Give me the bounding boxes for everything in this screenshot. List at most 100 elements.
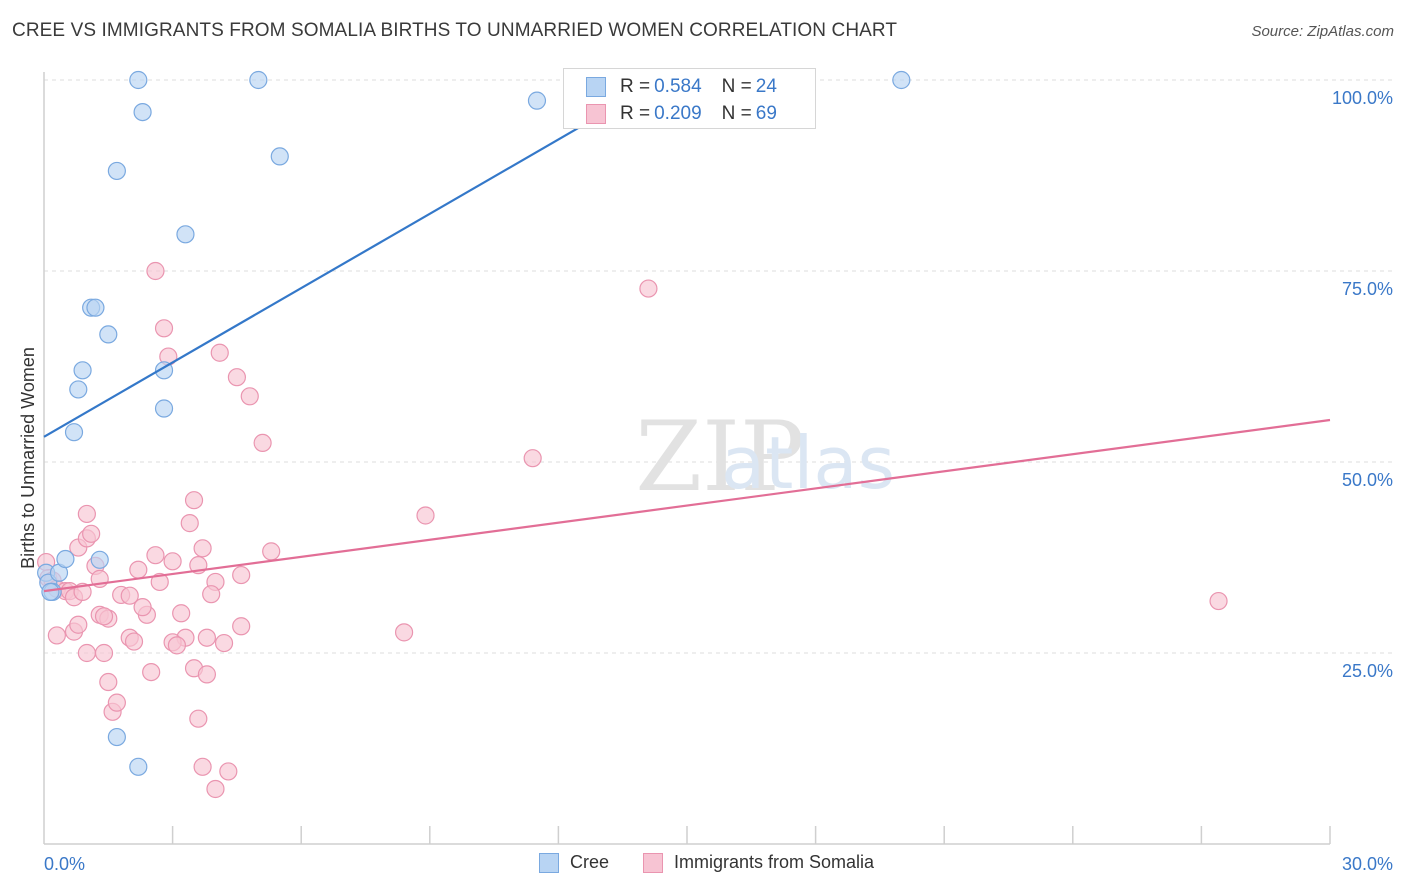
somalia-point[interactable] <box>416 506 435 525</box>
somalia-point[interactable] <box>133 598 152 617</box>
somalia-point[interactable] <box>232 565 251 585</box>
y-tick-label: 50.0% <box>1342 470 1393 490</box>
cree-point[interactable] <box>527 91 547 110</box>
legend-r-label-cree: R = <box>620 76 651 97</box>
series-label-somalia: Immigrants from Somalia <box>674 852 875 872</box>
y-tick-label: 100.0% <box>1332 88 1393 108</box>
cree-series <box>37 70 911 776</box>
somalia-point[interactable] <box>227 368 246 387</box>
somalia-point[interactable] <box>120 586 139 605</box>
somalia-point[interactable] <box>94 643 114 663</box>
legend-swatch-cree <box>586 77 606 97</box>
somalia-point[interactable] <box>193 757 212 776</box>
y-axis-title: Births to Unmarried Women <box>18 347 38 569</box>
cree-point[interactable] <box>64 423 84 442</box>
series-legend-somalia[interactable]: Immigrants from Somalia <box>643 852 874 873</box>
cree-point[interactable] <box>270 147 289 166</box>
source-label: Source: ZipAtlas.com <box>1251 23 1394 40</box>
x-tick-label-max: 30.0% <box>1342 854 1393 874</box>
somalia-point[interactable] <box>232 617 251 636</box>
somalia-point[interactable] <box>262 542 281 561</box>
y-tick-label: 25.0% <box>1342 661 1393 681</box>
somalia-point[interactable] <box>124 632 144 651</box>
somalia-point[interactable] <box>146 261 165 281</box>
y-tick-labels: 25.0% 50.0% 75.0% 100.0% <box>1332 88 1393 681</box>
legend-row-cree: R = 0.584 N = 24 <box>586 75 777 99</box>
somalia-point[interactable] <box>214 633 234 653</box>
series-swatch-cree <box>539 852 559 873</box>
legend-n-value-cree: 24 <box>755 76 777 97</box>
series-legend: Cree Immigrants from Somalia <box>0 852 1406 876</box>
cree-point[interactable] <box>176 225 195 244</box>
series-swatch-somalia <box>643 852 663 873</box>
somalia-point[interactable] <box>394 623 414 642</box>
somalia-point[interactable] <box>154 319 174 338</box>
legend-swatch-somalia <box>586 104 606 124</box>
series-legend-cree[interactable]: Cree <box>539 852 609 873</box>
somalia-point[interactable] <box>210 343 229 362</box>
cree-point[interactable] <box>107 161 126 181</box>
cree-point[interactable] <box>90 550 109 569</box>
cree-point[interactable] <box>86 298 105 317</box>
somalia-point[interactable] <box>107 693 126 712</box>
x-ticks <box>171 826 1331 844</box>
cree-point[interactable] <box>69 380 88 399</box>
somalia-point[interactable] <box>197 628 216 647</box>
chart-title: CREE VS IMMIGRANTS FROM SOMALIA BIRTHS T… <box>12 20 898 41</box>
somalia-point[interactable] <box>206 779 225 799</box>
somalia-point[interactable] <box>167 636 186 655</box>
somalia-point[interactable] <box>82 524 101 543</box>
somalia-point[interactable] <box>142 662 161 682</box>
somalia-point[interactable] <box>180 514 199 533</box>
cree-point[interactable] <box>41 582 60 601</box>
legend-row-somalia: R = 0.209 N = 69 <box>586 102 777 126</box>
somalia-point[interactable] <box>253 433 272 452</box>
somalia-point[interactable] <box>189 709 208 728</box>
somalia-point[interactable] <box>94 607 114 626</box>
legend-r-value-cree: 0.584 <box>654 76 702 97</box>
cree-point[interactable] <box>133 102 152 122</box>
somalia-point[interactable] <box>129 560 148 579</box>
somalia-point[interactable] <box>77 504 96 524</box>
cree-point[interactable] <box>107 727 126 747</box>
somalia-point[interactable] <box>219 762 238 781</box>
somalia-point[interactable] <box>47 626 66 645</box>
somalia-point[interactable] <box>146 546 165 565</box>
somalia-point[interactable] <box>150 572 169 592</box>
cree-point[interactable] <box>99 325 118 344</box>
somalia-point[interactable] <box>1209 591 1228 611</box>
watermark-atlas: atlas <box>721 421 895 505</box>
cree-point[interactable] <box>154 399 174 418</box>
somalia-point[interactable] <box>240 387 259 406</box>
cree-point[interactable] <box>249 70 268 90</box>
somalia-point[interactable] <box>193 539 212 558</box>
somalia-point[interactable] <box>523 449 542 468</box>
somalia-point[interactable] <box>172 604 191 623</box>
somalia-point[interactable] <box>197 665 216 684</box>
somalia-point[interactable] <box>163 552 182 571</box>
x-tick-label-min: 0.0% <box>44 854 85 874</box>
cree-point[interactable] <box>129 757 148 776</box>
legend-r-label-somalia: R = <box>620 103 651 124</box>
cree-point[interactable] <box>56 549 75 569</box>
somalia-point[interactable] <box>69 615 88 634</box>
gridlines <box>44 79 1392 654</box>
cree-point[interactable] <box>129 70 148 90</box>
cree-point[interactable] <box>73 361 92 380</box>
somalia-point[interactable] <box>202 585 221 604</box>
somalia-point[interactable] <box>184 491 204 510</box>
legend-n-value-somalia: 69 <box>755 103 777 124</box>
trend-lines <box>43 79 1331 593</box>
cree-trend-line <box>43 79 662 438</box>
somalia-trend-line <box>43 418 1331 593</box>
somalia-point[interactable] <box>77 643 96 663</box>
y-tick-label: 75.0% <box>1342 279 1393 299</box>
correlation-legend: R = 0.584 N = 24 R = 0.209 N = 69 <box>563 68 816 129</box>
legend-n-label-cree: N = <box>721 76 752 97</box>
legend-n-label-somalia: N = <box>721 103 752 124</box>
series-label-cree: Cree <box>570 852 610 872</box>
somalia-point[interactable] <box>639 279 658 298</box>
cree-point[interactable] <box>892 70 911 90</box>
somalia-point[interactable] <box>99 672 118 692</box>
